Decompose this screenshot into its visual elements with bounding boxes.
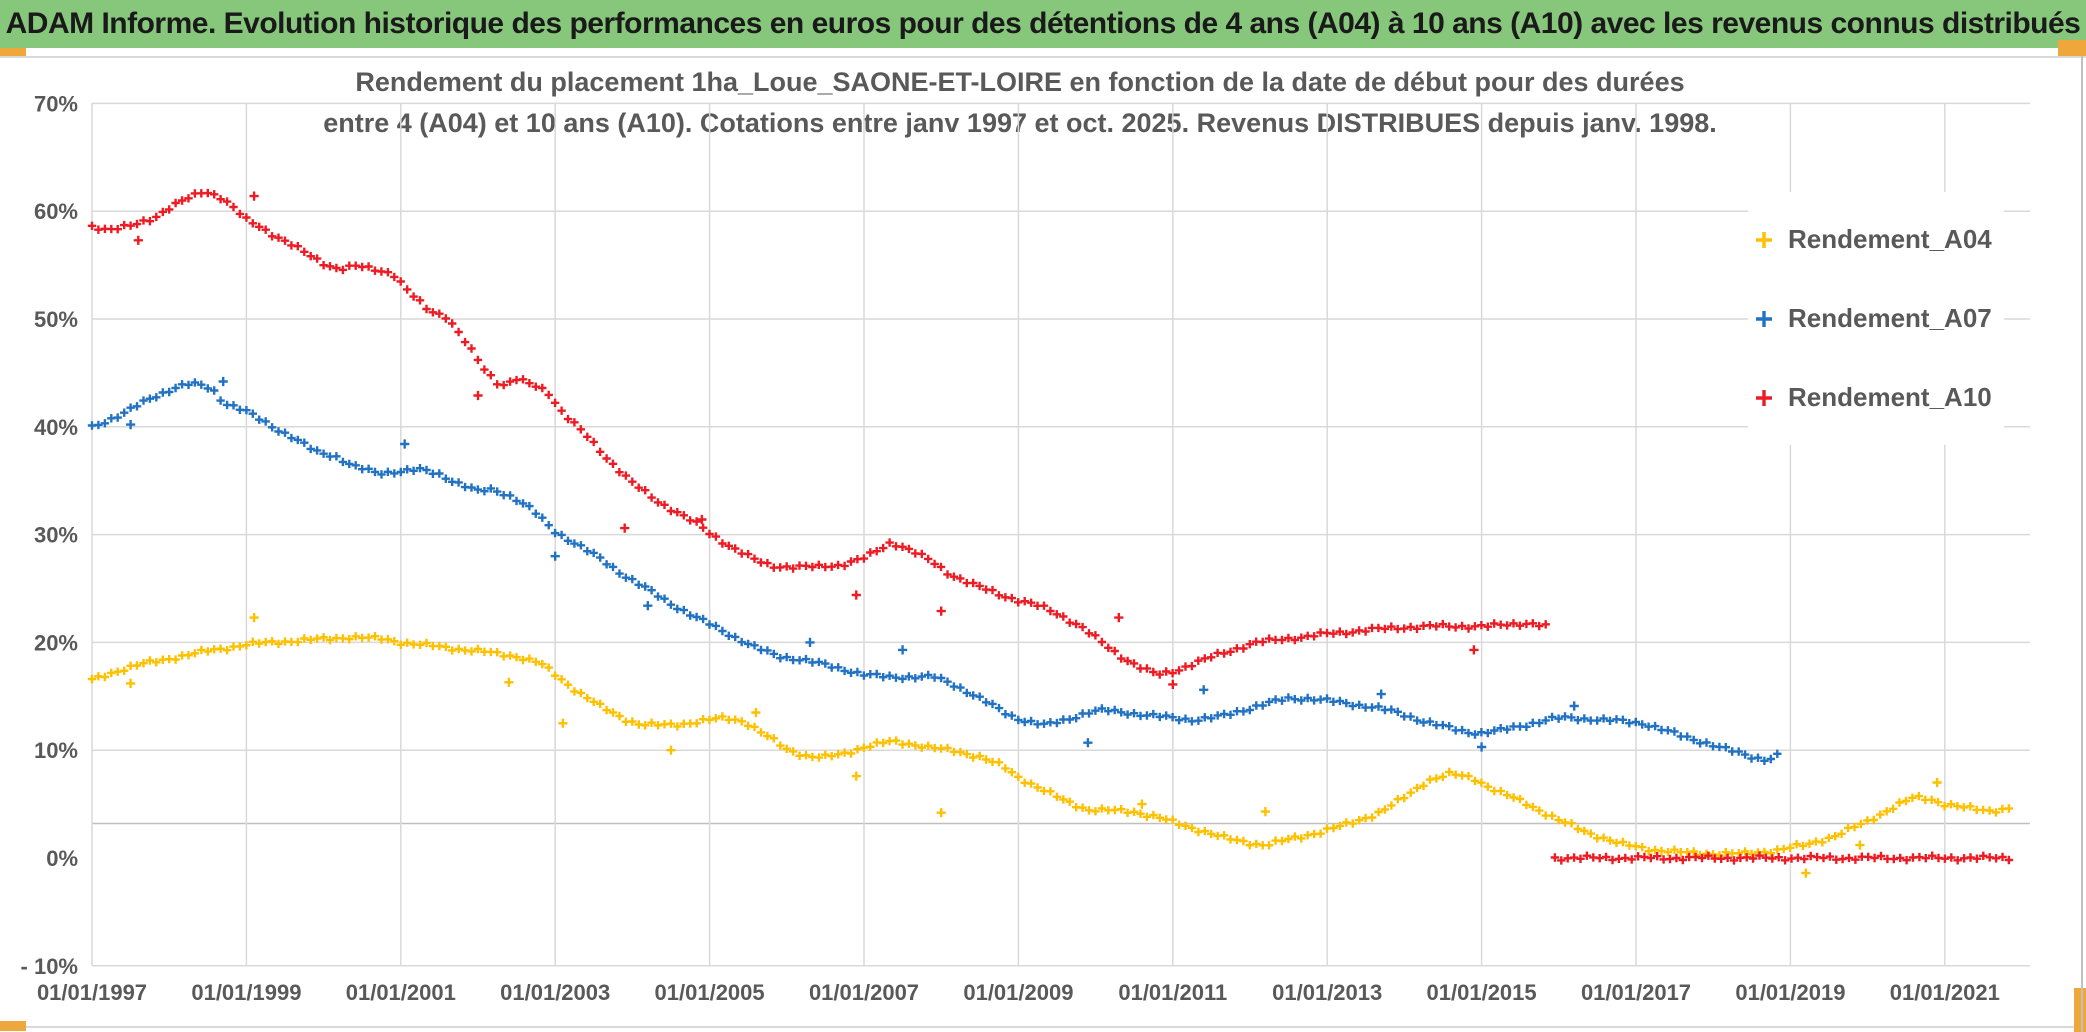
y-axis-tick-label: 60%: [34, 199, 78, 224]
legend-item-rendement-a07[interactable]: Rendement_A07: [1748, 279, 2004, 358]
series-rendement-a07: [87, 376, 1782, 765]
legend-item-rendement-a10[interactable]: Rendement_A10: [1748, 358, 2004, 437]
x-axis-tick-label: 01/01/2017: [1581, 980, 1691, 1005]
chart-title-line1: Rendement du placement 1ha_Loue_SAONE-ET…: [355, 67, 1685, 97]
bottom-accent-right: [2074, 988, 2086, 1032]
x-axis-tick-label: 01/01/2005: [655, 980, 765, 1005]
legend-label: Rendement_A10: [1788, 382, 1992, 412]
x-axis-tick-label: 01/01/2007: [809, 980, 919, 1005]
header-accent-right: [2058, 40, 2086, 56]
y-axis-tick-label: 10%: [34, 738, 78, 763]
series-rendement-a04: [87, 613, 2014, 878]
plus-marker-icon: [1756, 310, 1772, 327]
legend-item-rendement-a04[interactable]: Rendement_A04: [1748, 200, 2004, 279]
y-axis-tick-label: 0%: [46, 846, 78, 871]
y-axis-tick-label: 70%: [34, 91, 78, 116]
x-axis-tick-label: 01/01/2011: [1118, 980, 1227, 1005]
chart-title: Rendement du placement 1ha_Loue_SAONE-ET…: [230, 62, 1810, 144]
x-axis-tick-label: 01/01/1997: [37, 980, 147, 1005]
legend-label: Rendement_A04: [1788, 224, 1992, 254]
legend-label: Rendement_A07: [1788, 303, 1992, 333]
window-right-edge: [2081, 56, 2083, 1032]
x-axis-tick-label: 01/01/2021: [1890, 980, 2000, 1005]
report-title-bar: ADAM Informe. Evolution historique des p…: [0, 0, 2086, 48]
header-divider: [0, 56, 2086, 58]
chart-title-line2: entre 4 (A04) et 10 ans (A10). Cotations…: [323, 108, 1717, 138]
x-axis-tick-label: 01/01/2015: [1427, 980, 1537, 1005]
chart-legend: Rendement_A04 Rendement_A07 Rendement_A1…: [1748, 192, 2004, 445]
x-axis-tick-label: 01/01/1999: [191, 980, 301, 1005]
x-axis-tick-label: 01/01/2013: [1272, 980, 1382, 1005]
x-axis-tick-label: 01/01/2003: [500, 980, 610, 1005]
y-axis-tick-label: 40%: [34, 415, 78, 440]
header-accent-left: [0, 48, 26, 56]
series-rendement-a10: [87, 188, 2014, 865]
y-axis-tick-label: - 10%: [21, 954, 78, 979]
plus-marker-icon: [1756, 389, 1772, 406]
x-axis-tick-label: 01/01/2001: [346, 980, 456, 1005]
bottom-accent-left: [0, 1021, 26, 1031]
y-axis-tick-label: 30%: [34, 523, 78, 548]
bottom-divider: [0, 1026, 2086, 1028]
y-axis-tick-label: 50%: [34, 307, 78, 332]
plus-marker-icon: [1756, 231, 1772, 248]
y-axis-tick-label: 20%: [34, 630, 78, 655]
report-title: ADAM Informe. Evolution historique des p…: [5, 7, 2081, 40]
x-axis-tick-label: 01/01/2019: [1735, 980, 1845, 1005]
x-axis-tick-label: 01/01/2009: [963, 980, 1073, 1005]
